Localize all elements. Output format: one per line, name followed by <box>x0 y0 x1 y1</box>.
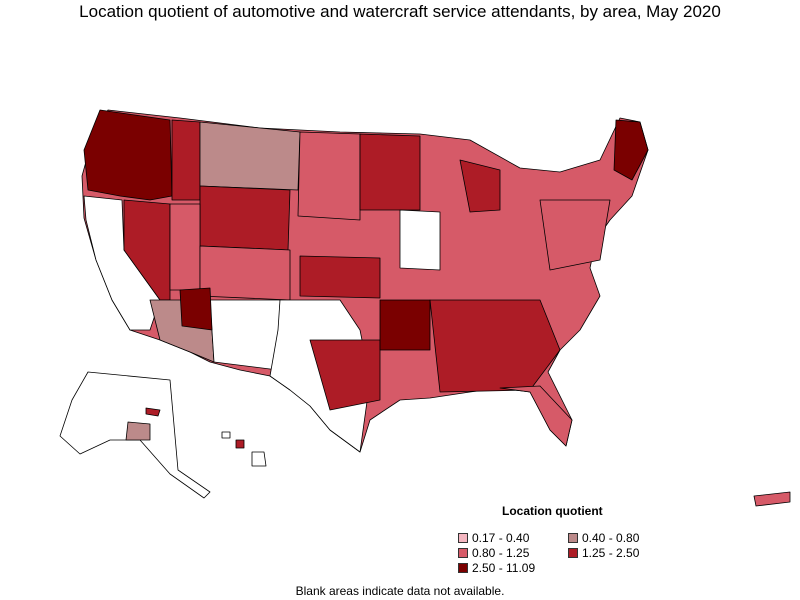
region-wyoming <box>199 185 291 251</box>
region-midwest-blank <box>399 209 441 271</box>
legend-swatch-4 <box>458 563 468 573</box>
legend-label-0: 0.17 - 0.40 <box>472 531 530 545</box>
hawaii-2 <box>235 439 245 449</box>
region-montana <box>199 121 301 191</box>
legend-swatch-1 <box>568 533 578 543</box>
region-arkansas <box>379 299 431 351</box>
puerto-rico <box>753 491 791 507</box>
region-new-mexico <box>209 299 281 371</box>
legend-label-4: 2.50 - 11.09 <box>472 561 536 575</box>
region-california <box>83 195 161 331</box>
footnote: Blank areas indicate data not available. <box>295 584 505 598</box>
legend-item-0: 0.17 - 0.40 <box>458 531 529 545</box>
region-minnesota <box>359 133 421 211</box>
legend-label-2: 0.80 - 1.25 <box>472 546 530 560</box>
alaska-area-1 <box>125 421 151 441</box>
hawaii-3 <box>251 451 267 467</box>
hawaii-1 <box>221 431 231 439</box>
region-utah <box>169 203 201 291</box>
region-northeast <box>539 199 611 271</box>
legend-label-3: 1.25 - 2.50 <box>582 546 640 560</box>
region-idaho <box>171 119 201 201</box>
legend-item-2: 0.80 - 1.25 <box>458 546 529 560</box>
alaska-area-2 <box>145 407 161 417</box>
region-oregon-wa <box>83 109 173 201</box>
legend-item-1: 0.40 - 0.80 <box>568 531 639 545</box>
legend-swatch-3 <box>568 548 578 558</box>
legend-swatch-0 <box>458 533 468 543</box>
region-maine <box>613 119 649 181</box>
legend-item-4: 2.50 - 11.09 <box>458 561 535 575</box>
region-michigan <box>459 159 501 213</box>
legend-title: Location quotient <box>502 504 603 518</box>
region-dakotas <box>297 131 361 221</box>
region-florida <box>499 385 573 447</box>
legend-swatch-2 <box>458 548 468 558</box>
region-nm-dark <box>179 287 213 331</box>
region-east-texas <box>309 339 381 411</box>
region-kansas <box>299 255 381 299</box>
map-title: Location quotient of automotive and wate… <box>79 2 721 21</box>
region-colorado <box>199 245 291 301</box>
legend-item-3: 1.25 - 2.50 <box>568 546 639 560</box>
region-southeast <box>429 299 561 393</box>
legend-label-1: 0.40 - 0.80 <box>582 531 640 545</box>
